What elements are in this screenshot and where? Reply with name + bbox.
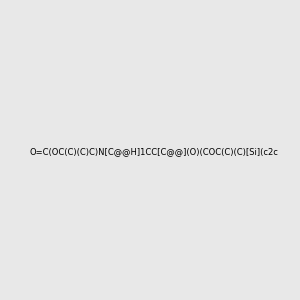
Text: O=C(OC(C)(C)C)N[C@@H]1CC[C@@](O)(COC(C)(C)[Si](c2c: O=C(OC(C)(C)C)N[C@@H]1CC[C@@](O)(COC(C)(…: [29, 147, 278, 156]
